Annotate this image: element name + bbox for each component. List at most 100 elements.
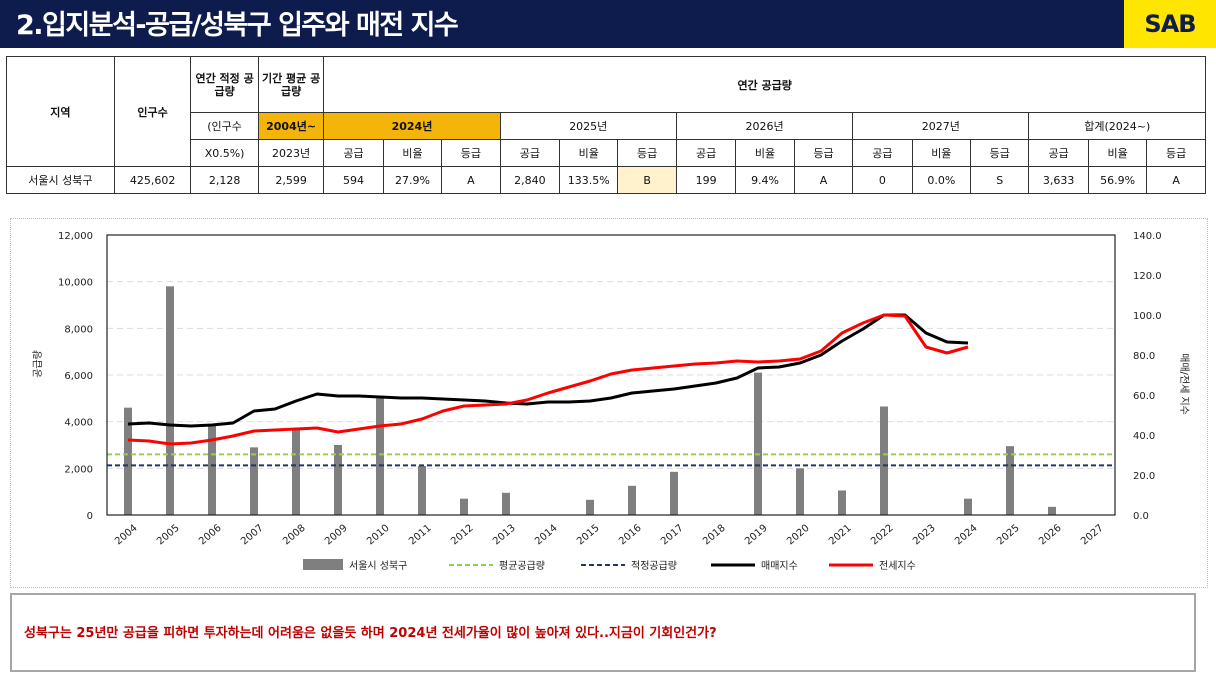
x-tick-label: 2013 xyxy=(491,523,518,548)
y-tick-left: 2,000 xyxy=(64,464,93,475)
x-tick-label: 2023 xyxy=(911,523,938,548)
supply-table: 지역 인구수 연간 적정 공급량 기간 평균 공급량 연간 공급량 (인구수 2… xyxy=(6,56,1206,194)
bar xyxy=(628,485,636,515)
subheader-supply: 공급 xyxy=(499,139,561,167)
legend-label: 서울시 성북구 xyxy=(349,560,407,572)
cell-2026-grade: A xyxy=(793,166,854,194)
header-year-2024: 2024년 xyxy=(323,112,501,140)
sale-index-line xyxy=(127,313,969,428)
header-period-avg-label: 기간 평균 공급량 xyxy=(261,71,321,98)
y-axis-title-right: 매매/전세 지수 xyxy=(1178,353,1190,415)
y-tick-right: 40.0 xyxy=(1133,431,1155,442)
cell-2025-grade: B xyxy=(617,166,677,194)
legend-label: 평균공급량 xyxy=(499,560,545,572)
header-annual-supply: 연간 공급량 xyxy=(323,56,1206,113)
y-tick-left: 8,000 xyxy=(64,324,93,335)
bar xyxy=(838,490,846,515)
y-axis-title-left: 공급량 xyxy=(32,350,44,378)
comment-box: 성북구는 25년만 공급을 피하면 투자하는데 어려움은 없을듯 하며 2024… xyxy=(10,593,1196,672)
bar xyxy=(208,424,216,515)
header-sub-pop: (인구수 xyxy=(190,112,259,140)
header-annual-adequate-label: 연간 적정 공급량 xyxy=(195,71,254,98)
table-row: 서울시 성북구 425,602 2,128 2,599 594 27.9% A … xyxy=(6,166,1206,194)
chart-svg: 0 2,000 4,000 6,000 8,000 10,000 12,000 0.0 20.0… xyxy=(32,231,1190,572)
cell-2024-ratio: 27.9% xyxy=(382,166,443,194)
subheader-supply: 공급 xyxy=(675,139,737,167)
header-year-2027: 2027년 xyxy=(852,112,1030,140)
cell-2027-supply: 0 xyxy=(852,166,913,194)
cell-region: 서울시 성북구 xyxy=(6,166,115,194)
cell-2026-ratio: 9.4% xyxy=(735,166,795,194)
x-tick-label: 2024 xyxy=(953,523,980,548)
y-tick-left: 4,000 xyxy=(64,418,93,429)
legend-label: 매매지수 xyxy=(761,560,798,572)
y-tick-right: 60.0 xyxy=(1133,391,1155,402)
bar xyxy=(670,471,678,515)
supply-chart: 0 2,000 4,000 6,000 8,000 10,000 12,000 0.0 20.0… xyxy=(10,218,1208,588)
bar xyxy=(586,499,594,515)
y-tick-right: 20.0 xyxy=(1133,471,1155,482)
x-tick-label: 2008 xyxy=(281,523,308,548)
bar xyxy=(502,492,510,515)
bar xyxy=(880,406,888,515)
header-region: 지역 xyxy=(6,56,115,167)
subheader-ratio: 비율 xyxy=(559,139,619,167)
x-tick-label: 2019 xyxy=(743,523,770,548)
header-bar: 2.입지분석-공급/성북구 입주와 매전 지수 SAB xyxy=(0,0,1216,48)
subheader-grade: 등급 xyxy=(793,139,854,167)
cell-2027-ratio: 0.0% xyxy=(911,166,972,194)
header-year-2025: 2025년 xyxy=(499,112,677,140)
bar xyxy=(376,398,384,515)
cell-total-ratio: 56.9% xyxy=(1087,166,1148,194)
x-tick-label: 2012 xyxy=(449,523,476,548)
header-year-2026: 2026년 xyxy=(675,112,854,140)
bar xyxy=(1048,506,1056,515)
page-title: 2.입지분석-공급/성북구 입주와 매전 지수 xyxy=(16,10,459,41)
header-period-avg: 기간 평균 공급량 xyxy=(257,56,325,113)
subheader-ratio: 비율 xyxy=(382,139,443,167)
subheader-grade: 등급 xyxy=(970,139,1030,167)
cell-2026-supply: 199 xyxy=(675,166,737,194)
y-tick-right: 0.0 xyxy=(1133,511,1149,522)
cell-total-grade: A xyxy=(1146,166,1206,194)
y-tick-left: 0 xyxy=(87,511,93,522)
cell-2027-grade: S xyxy=(970,166,1030,194)
header-population: 인구수 xyxy=(113,56,192,167)
cell-2024-supply: 594 xyxy=(323,166,384,194)
subheader-ratio: 비율 xyxy=(735,139,795,167)
x-tick-label: 2018 xyxy=(701,523,728,548)
subheader-ratio: 비율 xyxy=(1087,139,1148,167)
x-tick-label: 2016 xyxy=(617,523,644,548)
cell-population: 425,602 xyxy=(113,166,192,194)
plot-frame xyxy=(106,234,1116,516)
cell-adequate: 2,128 xyxy=(190,166,259,194)
y-tick-left: 10,000 xyxy=(58,278,93,289)
bar xyxy=(460,498,468,515)
bar xyxy=(754,372,762,515)
bar xyxy=(796,468,804,515)
y-tick-left: 6,000 xyxy=(64,371,93,382)
cell-2025-supply: 2,840 xyxy=(499,166,561,194)
subheader-supply: 공급 xyxy=(323,139,384,167)
comment-text: 성북구는 25년만 공급을 피하면 투자하는데 어려움은 없을듯 하며 2024… xyxy=(24,626,717,641)
x-tick-label: 2022 xyxy=(869,523,896,548)
header-period-start: 2004년~ xyxy=(257,112,325,140)
subheader-grade: 등급 xyxy=(617,139,677,167)
x-tick-label: 2006 xyxy=(197,523,224,548)
y-tick-right: 80.0 xyxy=(1133,351,1155,362)
x-tick-label: 2010 xyxy=(365,523,392,548)
x-tick-label: 2011 xyxy=(407,523,434,548)
bar xyxy=(166,286,174,515)
bar xyxy=(334,445,342,515)
subheader-supply: 공급 xyxy=(852,139,913,167)
cell-period-avg: 2,599 xyxy=(257,166,325,194)
bar xyxy=(1006,446,1014,515)
x-tick-label: 2005 xyxy=(155,523,182,548)
x-tick-label: 2020 xyxy=(785,523,812,548)
subheader-grade: 등급 xyxy=(441,139,501,167)
x-tick-label: 2007 xyxy=(239,523,266,548)
legend-label: 전세지수 xyxy=(879,560,916,572)
subheader-ratio: 비율 xyxy=(911,139,972,167)
header-total: 합계(2024~) xyxy=(1028,112,1206,140)
subheader-supply: 공급 xyxy=(1028,139,1089,167)
